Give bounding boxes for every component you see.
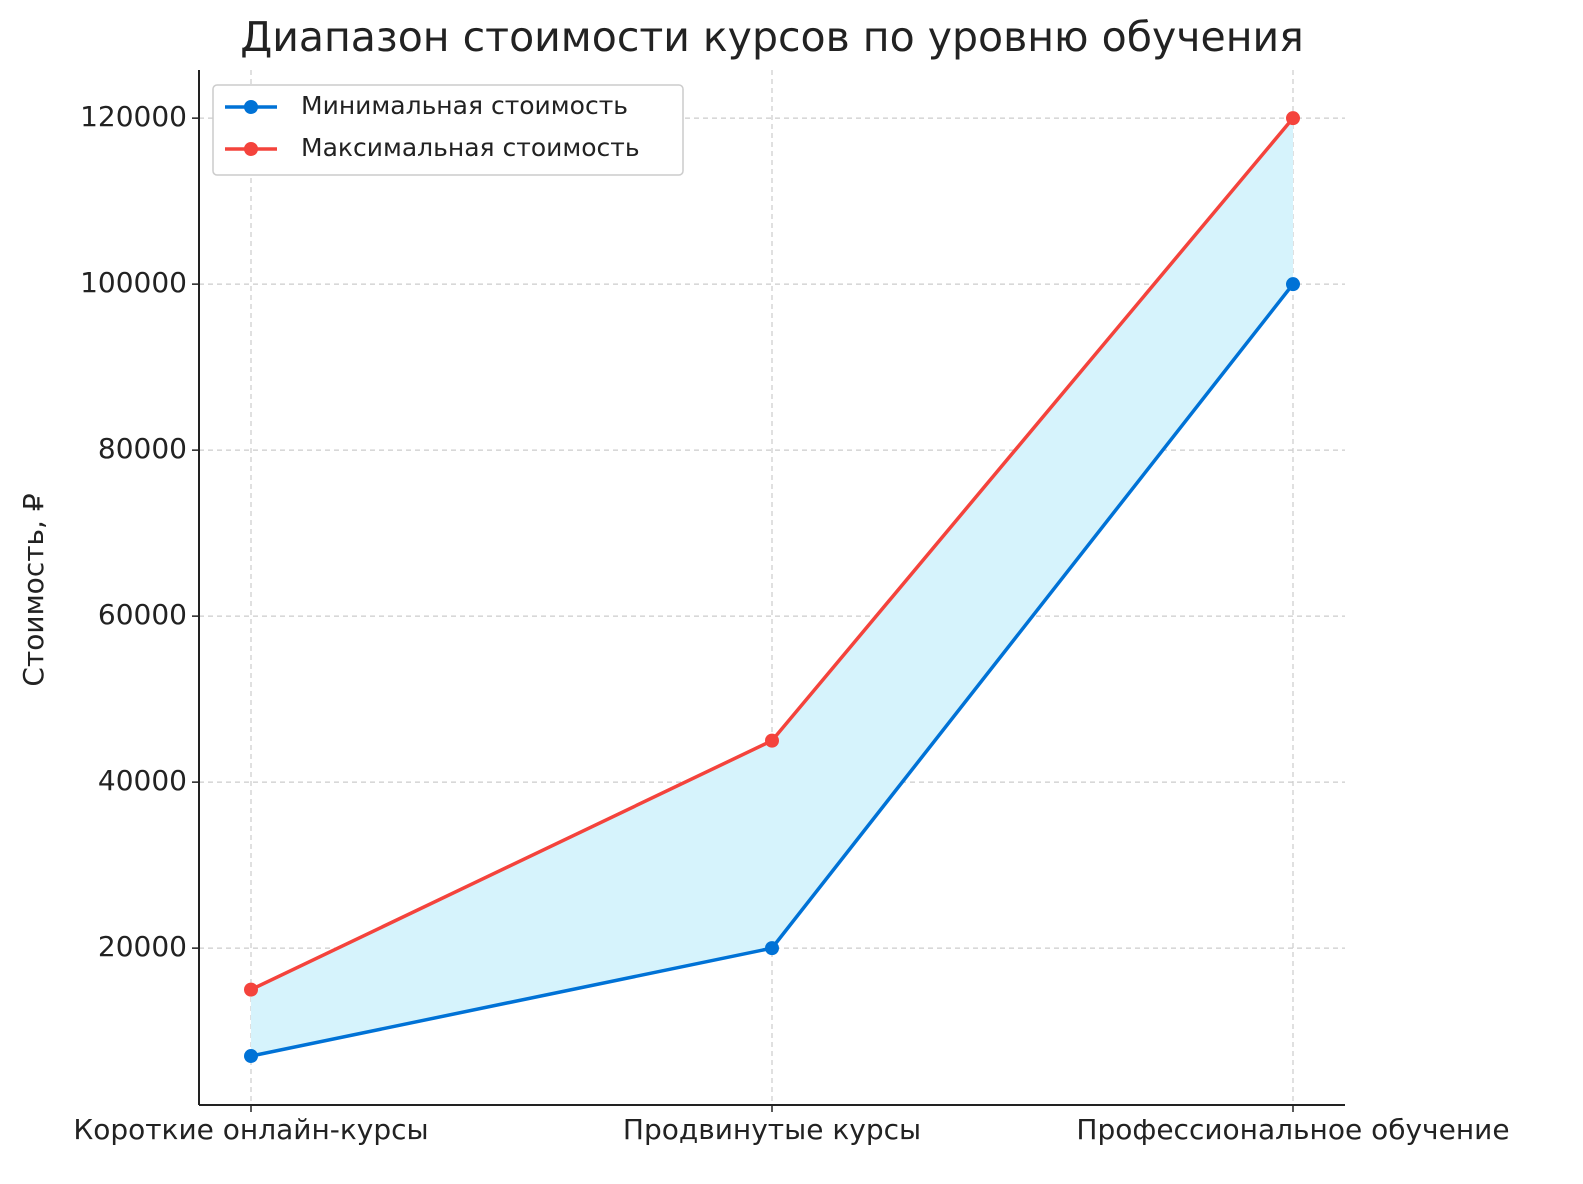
legend-box — [212, 84, 684, 176]
legend: Минимальная стоимость Максимальная стоимо… — [212, 84, 684, 176]
range-area — [251, 118, 1293, 1057]
legend-marker — [244, 142, 258, 156]
data-point — [244, 982, 258, 997]
y-tick-label: 120000 — [80, 100, 187, 133]
data-point — [765, 941, 779, 956]
y-tick-label: 20000 — [98, 930, 187, 963]
x-tick-label: Короткие онлайн-курсы — [73, 1113, 428, 1146]
y-tick-label: 80000 — [98, 432, 187, 465]
legend-label: Максимальная стоимость — [301, 133, 640, 162]
y-tick-label: 60000 — [98, 598, 187, 631]
y-axis-label: Стоимость, ₽ — [17, 493, 50, 686]
y-tick-label: 100000 — [80, 266, 187, 299]
y-tick-label: 40000 — [98, 764, 187, 797]
data-point — [244, 1049, 258, 1064]
data-point — [1286, 111, 1300, 126]
chart-title: Диапазон стоимости курсов по уровню обуч… — [240, 13, 1304, 61]
x-tick-label: Профессиональное обучение — [1076, 1113, 1509, 1146]
legend-marker — [244, 100, 258, 114]
legend-label: Минимальная стоимость — [301, 91, 628, 120]
x-tick-label: Продвинутые курсы — [623, 1113, 921, 1146]
data-point — [765, 733, 779, 748]
data-point — [1286, 277, 1300, 292]
